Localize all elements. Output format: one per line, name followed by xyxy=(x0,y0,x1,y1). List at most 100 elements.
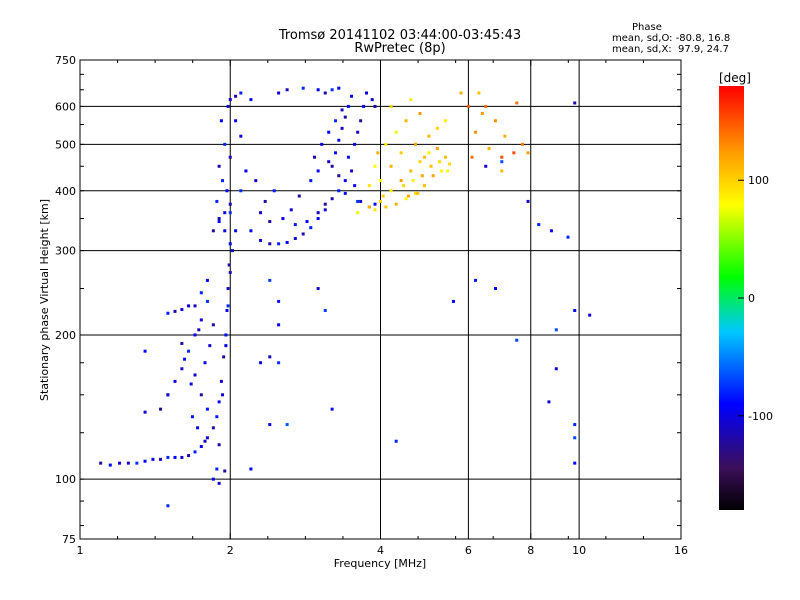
echo-point xyxy=(411,179,415,183)
echo-point xyxy=(435,147,439,151)
echo-point xyxy=(520,142,524,146)
echo-point xyxy=(301,232,305,236)
echo-point xyxy=(473,278,477,282)
echo-point xyxy=(340,108,344,112)
echo-point xyxy=(429,164,433,168)
echo-point xyxy=(373,104,377,108)
echo-point xyxy=(394,439,398,443)
echo-point xyxy=(268,220,272,224)
chart-title: Tromsø 20141102 03:44:00-03:45:43 xyxy=(278,28,522,43)
echo-point xyxy=(289,208,293,212)
echo-point xyxy=(359,199,363,203)
phase-info-x: mean, sd,X: 97.9, 24.7 xyxy=(612,44,729,55)
echo-point xyxy=(226,104,230,108)
echo-point xyxy=(330,407,334,411)
echo-point xyxy=(249,98,253,102)
echo-points xyxy=(99,86,592,508)
echo-point xyxy=(108,463,112,467)
echo-point xyxy=(143,410,147,414)
echo-point xyxy=(166,311,170,315)
echo-point xyxy=(373,202,377,206)
echo-point xyxy=(459,91,463,95)
echo-point xyxy=(353,184,357,188)
echo-point xyxy=(239,91,243,95)
colorbar-tick-label: -100 xyxy=(748,410,773,423)
echo-point xyxy=(500,169,504,173)
echo-point xyxy=(143,459,147,463)
echo-point xyxy=(356,211,360,215)
echo-point xyxy=(573,308,577,312)
echo-point xyxy=(208,344,212,348)
echo-point xyxy=(343,191,347,195)
phase-info-o: mean, sd,O: -80.8, 16.8 xyxy=(612,33,731,44)
echo-point xyxy=(330,197,334,201)
echo-point xyxy=(330,164,334,168)
echo-point xyxy=(249,467,253,471)
echo-point xyxy=(537,223,541,227)
echo-point xyxy=(277,242,281,246)
echo-point xyxy=(228,211,232,215)
echo-point xyxy=(222,355,226,359)
echo-point xyxy=(515,101,519,105)
x-tick-label: 16 xyxy=(674,544,688,557)
x-tick-label: 2 xyxy=(227,544,234,557)
echo-point xyxy=(367,205,371,209)
echo-point xyxy=(217,400,221,404)
echo-point xyxy=(211,229,215,233)
grid-lines xyxy=(80,60,681,539)
echo-point xyxy=(356,130,360,134)
echo-point xyxy=(409,169,413,173)
echo-point xyxy=(309,179,313,183)
echo-point xyxy=(277,323,281,327)
echo-point xyxy=(225,189,229,193)
echo-point xyxy=(272,189,276,193)
echo-point xyxy=(205,407,209,411)
echo-point xyxy=(263,199,267,203)
y-tick-label: 750 xyxy=(55,54,76,67)
echo-point xyxy=(422,155,426,159)
echo-point xyxy=(230,249,234,253)
echo-point xyxy=(159,407,163,411)
echo-point xyxy=(404,119,408,123)
echo-point xyxy=(221,179,225,183)
echo-point xyxy=(394,130,398,134)
echo-point xyxy=(379,199,382,203)
echo-point xyxy=(350,169,354,173)
echo-point xyxy=(190,415,194,419)
echo-point xyxy=(418,111,422,115)
echo-point xyxy=(323,308,327,312)
y-tick-label: 75 xyxy=(62,533,76,546)
echo-point xyxy=(316,211,320,215)
echo-point xyxy=(268,355,272,359)
echo-point xyxy=(166,504,170,508)
echo-point xyxy=(494,287,498,291)
echo-point xyxy=(126,461,130,465)
echo-point xyxy=(365,91,369,95)
echo-point xyxy=(330,88,334,92)
echo-point xyxy=(193,333,197,337)
echo-point xyxy=(554,328,558,332)
x-axis-label: Frequency [MHz] xyxy=(334,557,426,570)
echo-point xyxy=(223,229,227,233)
echo-point xyxy=(370,98,374,102)
echo-point xyxy=(215,199,219,203)
echo-point xyxy=(440,169,444,173)
echo-point xyxy=(437,160,441,164)
echo-point xyxy=(228,155,232,159)
echo-point xyxy=(494,119,498,123)
echo-point xyxy=(228,242,232,246)
echo-point xyxy=(418,160,422,164)
echo-point xyxy=(259,361,263,365)
echo-point xyxy=(180,341,184,345)
y-tick-label: 100 xyxy=(55,473,76,486)
echo-point xyxy=(249,229,253,233)
x-tick-label: 8 xyxy=(527,544,534,557)
echo-point xyxy=(515,338,519,342)
echo-point xyxy=(301,86,305,90)
echo-point xyxy=(199,444,203,448)
echo-point xyxy=(223,211,227,215)
echo-point xyxy=(413,191,417,195)
colorbar-label: [deg] xyxy=(719,71,751,85)
echo-point xyxy=(180,367,184,371)
echo-point xyxy=(183,357,187,361)
